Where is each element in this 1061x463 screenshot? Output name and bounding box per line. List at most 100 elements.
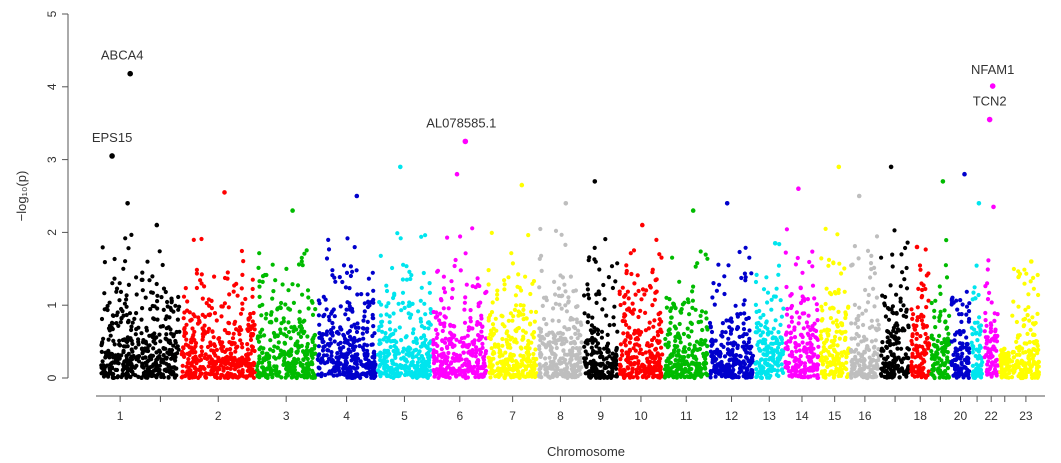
data-point <box>128 358 133 363</box>
data-point <box>624 322 629 327</box>
data-point <box>158 349 163 355</box>
data-point <box>720 329 725 335</box>
data-point <box>595 331 601 337</box>
data-point <box>662 367 668 372</box>
data-point <box>335 373 340 378</box>
data-point <box>674 375 680 380</box>
peak-point <box>796 186 801 191</box>
data-point <box>754 367 759 372</box>
data-point <box>643 328 649 333</box>
data-point <box>773 294 778 299</box>
chromosome-points <box>783 186 821 380</box>
data-point <box>846 304 851 309</box>
data-point <box>590 315 595 320</box>
data-point <box>678 340 683 345</box>
data-point <box>780 340 785 345</box>
data-point <box>448 322 453 327</box>
data-point <box>551 332 556 337</box>
data-point <box>112 342 117 347</box>
data-point <box>193 372 198 377</box>
data-point <box>586 313 591 318</box>
data-point <box>291 372 296 377</box>
data-point <box>432 374 437 379</box>
data-point <box>352 339 357 344</box>
data-point <box>520 361 525 366</box>
data-point <box>467 361 472 366</box>
data-point <box>789 319 795 324</box>
data-point <box>391 331 396 336</box>
data-point <box>794 349 799 354</box>
data-point <box>377 364 382 369</box>
data-point <box>628 251 633 256</box>
data-point <box>274 371 279 376</box>
data-point <box>812 321 817 326</box>
data-point <box>449 279 454 284</box>
data-point <box>311 351 316 357</box>
data-point <box>603 237 608 242</box>
data-point <box>523 274 528 279</box>
data-point <box>961 329 966 334</box>
data-point <box>642 292 647 297</box>
data-point <box>636 370 641 375</box>
data-point <box>509 375 514 380</box>
data-point <box>292 356 297 361</box>
data-point <box>550 373 555 378</box>
data-point <box>101 336 106 341</box>
data-point <box>117 298 122 303</box>
data-point <box>290 282 295 287</box>
chromosome-points <box>982 204 1000 379</box>
data-point <box>237 325 242 330</box>
data-point <box>379 323 384 328</box>
data-point <box>476 358 481 363</box>
data-point <box>905 240 910 245</box>
data-point <box>702 365 707 370</box>
data-point <box>983 335 989 340</box>
data-point <box>821 374 826 379</box>
chromosome-points <box>536 201 584 380</box>
data-point <box>796 321 801 326</box>
data-point <box>352 245 357 250</box>
data-point <box>989 355 994 360</box>
data-point <box>645 341 650 346</box>
data-point <box>792 335 798 340</box>
data-point <box>479 316 484 321</box>
data-point <box>510 352 516 358</box>
data-point <box>974 347 979 352</box>
data-point <box>129 327 134 333</box>
data-point <box>869 318 874 323</box>
data-point <box>155 317 160 322</box>
data-point <box>891 311 896 316</box>
data-point <box>123 344 128 349</box>
data-point <box>320 358 325 363</box>
data-point <box>627 340 633 345</box>
data-point <box>436 353 441 358</box>
data-point <box>117 342 122 347</box>
data-point <box>110 372 115 377</box>
data-point <box>867 355 872 360</box>
data-point <box>395 366 400 372</box>
data-point <box>741 344 747 349</box>
data-point <box>558 356 563 361</box>
data-point <box>555 367 560 372</box>
data-point <box>189 317 194 322</box>
data-point <box>612 304 617 309</box>
data-point <box>257 279 262 284</box>
data-point <box>157 367 162 372</box>
data-point <box>747 336 752 341</box>
data-point <box>255 336 260 341</box>
data-point <box>972 285 977 290</box>
data-point <box>317 352 322 357</box>
data-point <box>476 301 481 306</box>
data-point <box>117 356 122 361</box>
data-point <box>876 326 881 332</box>
data-point <box>539 253 544 258</box>
data-point <box>330 268 335 273</box>
data-point <box>99 371 104 376</box>
data-point <box>589 360 594 365</box>
data-point <box>154 361 159 366</box>
data-point <box>831 347 837 352</box>
data-point <box>862 349 867 354</box>
data-point <box>186 357 191 362</box>
data-point <box>477 373 482 378</box>
data-point <box>842 266 847 271</box>
